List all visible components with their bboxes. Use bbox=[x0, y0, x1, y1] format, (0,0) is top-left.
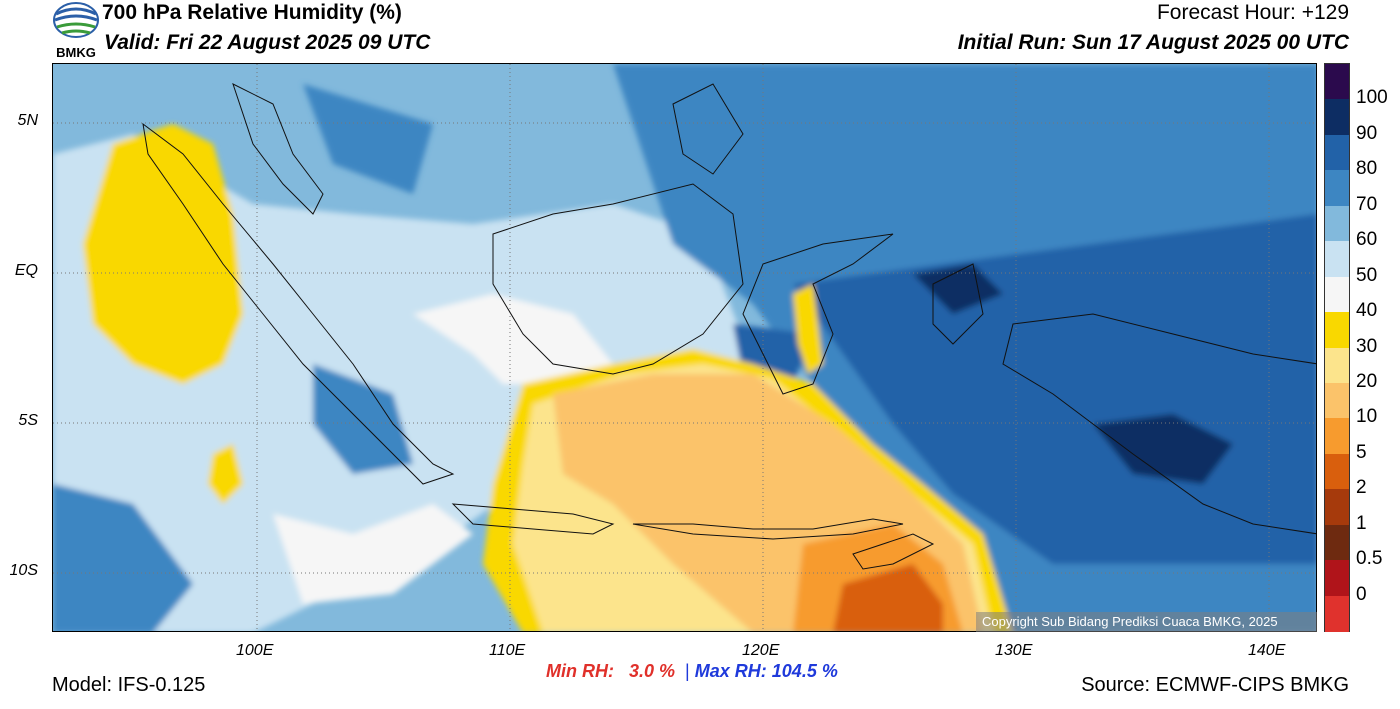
rh-2-5-zone bbox=[833, 564, 943, 631]
lon-label-140e: 140E bbox=[1248, 642, 1286, 659]
colorbar-segment bbox=[1325, 276, 1349, 313]
colorbar-segment bbox=[1325, 241, 1349, 278]
rh-70-80-zone bbox=[313, 364, 413, 474]
stats-separator: | bbox=[685, 661, 690, 681]
model-name: Model: IFS-0.125 bbox=[52, 674, 206, 696]
bmkg-logo: BMKG bbox=[52, 2, 100, 60]
timor-coast bbox=[852, 533, 935, 570]
lat-label-5n: 5N bbox=[17, 112, 38, 129]
colorbar-segment bbox=[1325, 64, 1349, 100]
colorbar-label: 40 bbox=[1356, 300, 1378, 322]
lat-label-5s: 5S bbox=[18, 412, 38, 429]
colorbar-segment bbox=[1325, 134, 1349, 171]
colorbar-segment bbox=[1325, 170, 1349, 207]
colorbar-label: 30 bbox=[1356, 335, 1378, 357]
colorbar-label: 100 bbox=[1356, 87, 1388, 109]
rh-70-80-zone bbox=[303, 84, 433, 194]
gridlines bbox=[53, 64, 1316, 631]
min-max-stats: Min RH: 3.0 % | Max RH: 104.5 % bbox=[546, 661, 838, 682]
nusa-tenggara-coast bbox=[632, 518, 904, 540]
java-coast bbox=[451, 503, 615, 535]
colorbar-segment bbox=[1325, 382, 1349, 419]
sulawesi-coast bbox=[742, 233, 894, 395]
lon-label-130e: 130E bbox=[995, 642, 1033, 659]
colorbar-segment bbox=[1325, 595, 1349, 632]
rh-30-40-zone bbox=[83, 124, 243, 384]
borneo-coast bbox=[492, 183, 744, 375]
colorbar-segment bbox=[1325, 418, 1349, 455]
rh-30-40-zone bbox=[208, 444, 243, 504]
colorbar-label: 10 bbox=[1356, 406, 1378, 428]
rh-70-80-zone bbox=[53, 484, 193, 631]
colorbar-label: 2 bbox=[1356, 477, 1367, 499]
min-rh-label: Min RH: bbox=[546, 661, 614, 681]
copyright-notice: Copyright Sub Bidang Prediksi Cuaca BMKG… bbox=[976, 612, 1317, 632]
papua-coast bbox=[1002, 313, 1316, 535]
colorbar-label: 20 bbox=[1356, 370, 1378, 392]
data-source: Source: ECMWF-CIPS BMKG bbox=[1081, 674, 1349, 696]
colorbar-segment bbox=[1325, 347, 1349, 384]
colorbar bbox=[1324, 63, 1350, 632]
lon-label-110e: 110E bbox=[489, 642, 526, 659]
lat-label-10s: 10S bbox=[9, 562, 38, 579]
colorbar-label: 0.5 bbox=[1356, 548, 1383, 570]
coastlines bbox=[142, 83, 1316, 570]
rh-40-50-zone bbox=[413, 294, 613, 384]
malay-peninsula-coast bbox=[232, 83, 324, 215]
rh-40-50-zone bbox=[273, 504, 473, 604]
sumatra-coast bbox=[142, 122, 455, 485]
colorbar-label: 0 bbox=[1356, 583, 1367, 605]
lon-label-120e: 120E bbox=[742, 642, 780, 659]
colorbar-label: 70 bbox=[1356, 193, 1378, 215]
colorbar-label: 90 bbox=[1356, 122, 1378, 144]
colorbar-label: 5 bbox=[1356, 441, 1367, 463]
colorbar-segment bbox=[1325, 489, 1349, 526]
lon-label-100e: 100E bbox=[236, 642, 274, 659]
colorbar-label: 50 bbox=[1356, 264, 1378, 286]
colorbar-label: 80 bbox=[1356, 158, 1378, 180]
colorbar-segment bbox=[1325, 99, 1349, 136]
colorbar-segment bbox=[1325, 312, 1349, 348]
maluku-coast bbox=[932, 263, 984, 345]
rh-90-100-zone bbox=[1093, 414, 1233, 484]
colorbar-segment bbox=[1325, 453, 1349, 490]
initial-run: Initial Run: Sun 17 August 2025 00 UTC bbox=[957, 31, 1349, 54]
colorbar-label: 1 bbox=[1356, 512, 1367, 534]
map-title: 700 hPa Relative Humidity (%) bbox=[102, 1, 402, 24]
colorbar-segment bbox=[1325, 524, 1349, 561]
lat-label-eq: EQ bbox=[14, 262, 38, 279]
max-rh-value: 104.5 % bbox=[771, 661, 838, 681]
philippines-coast bbox=[672, 83, 744, 175]
forecast-hour: Forecast Hour: +129 bbox=[1156, 1, 1349, 24]
humidity-map[interactable] bbox=[52, 63, 1317, 632]
min-rh-value: 3.0 % bbox=[629, 661, 676, 681]
max-rh-label: Max RH: bbox=[694, 661, 767, 681]
colorbar-segment bbox=[1325, 205, 1349, 242]
colorbar-segment bbox=[1325, 560, 1349, 597]
svg-text:BMKG: BMKG bbox=[56, 45, 96, 60]
colorbar-label: 60 bbox=[1356, 229, 1378, 251]
valid-time: Valid: Fri 22 August 2025 09 UTC bbox=[104, 31, 431, 54]
rh-30-40-zone bbox=[793, 284, 823, 374]
